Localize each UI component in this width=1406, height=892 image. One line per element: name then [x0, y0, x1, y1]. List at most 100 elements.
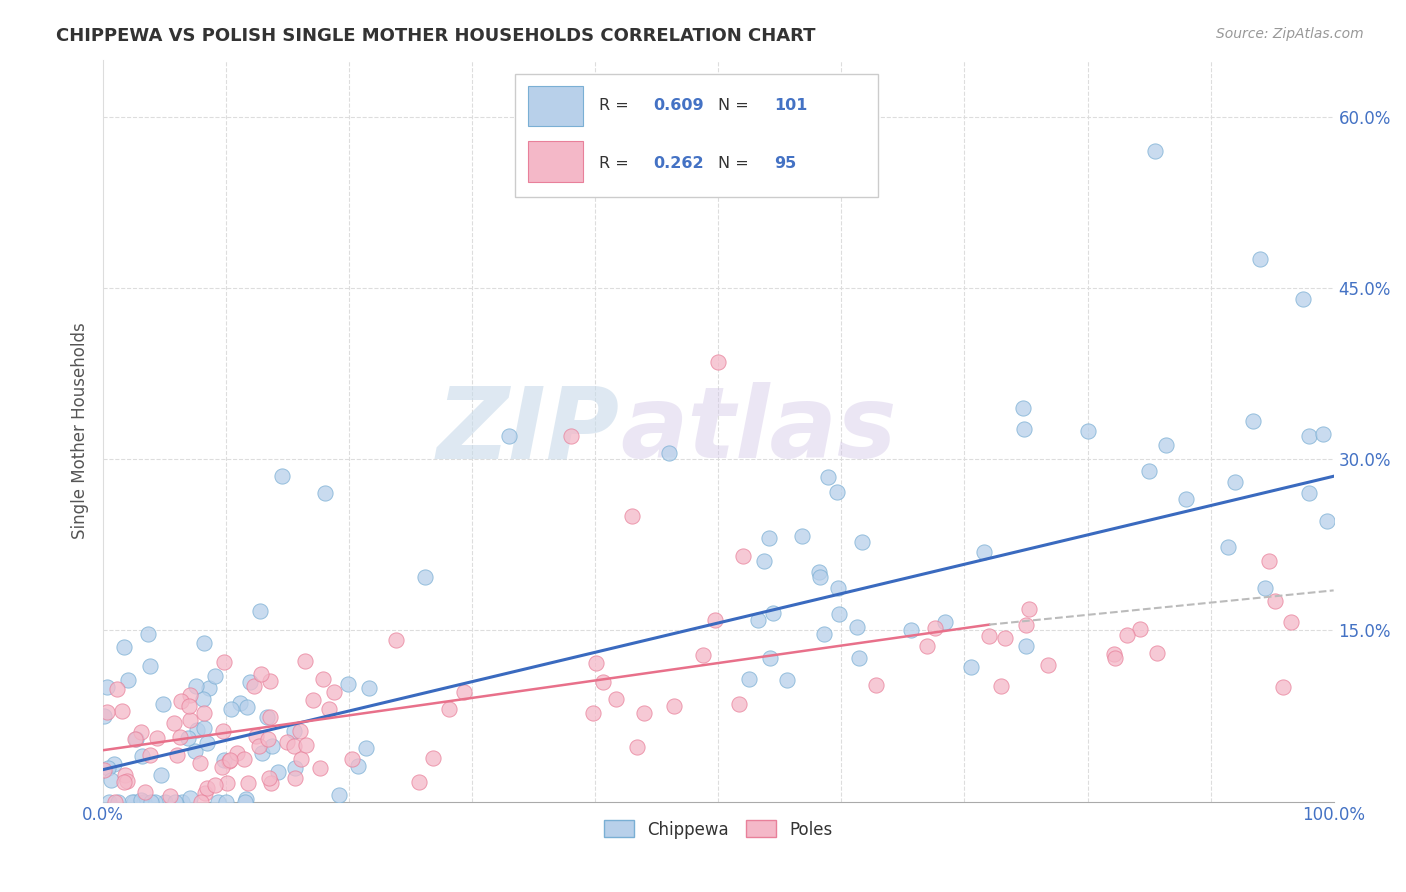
Point: [104, 795, 127, 809]
Point: [256, 709, 278, 723]
Point: [413, 569, 436, 583]
Point: [247, 739, 270, 753]
Point: [776, 673, 799, 688]
Point: [422, 751, 444, 765]
Point: [211, 760, 233, 774]
FancyBboxPatch shape: [516, 74, 879, 197]
Point: [184, 679, 207, 693]
Text: N =: N =: [718, 98, 754, 113]
Point: [312, 672, 335, 686]
Point: [93, 763, 115, 777]
Point: [309, 761, 332, 775]
Text: ZIP: ZIP: [437, 382, 620, 479]
Point: [172, 795, 194, 809]
Point: [229, 696, 252, 710]
Point: [658, 446, 681, 460]
Point: [96, 706, 118, 720]
Point: [159, 789, 181, 803]
Point: [245, 729, 267, 743]
Point: [214, 655, 236, 669]
Point: [232, 751, 254, 765]
Point: [323, 685, 346, 699]
Point: [865, 678, 887, 692]
Point: [193, 721, 215, 735]
Text: 101: 101: [773, 98, 807, 113]
Point: [256, 731, 278, 746]
Point: [139, 795, 162, 809]
Point: [1298, 486, 1320, 500]
Point: [236, 700, 259, 714]
Point: [990, 679, 1012, 693]
Point: [235, 792, 257, 806]
Point: [193, 636, 215, 650]
Point: [1015, 639, 1038, 653]
Point: [560, 429, 582, 443]
Point: [808, 570, 831, 584]
Point: [1015, 617, 1038, 632]
Point: [204, 669, 226, 683]
Legend: Chippewa, Poles: Chippewa, Poles: [598, 814, 839, 846]
Text: 0.609: 0.609: [654, 98, 704, 113]
Point: [1116, 628, 1139, 642]
Point: [218, 752, 240, 766]
Point: [218, 754, 240, 768]
Point: [152, 697, 174, 711]
Point: [283, 723, 305, 738]
Point: [301, 693, 323, 707]
Point: [195, 736, 218, 750]
Point: [188, 756, 211, 770]
Point: [758, 531, 780, 545]
Point: [138, 747, 160, 762]
Point: [1316, 514, 1339, 528]
Point: [204, 778, 226, 792]
Point: [1175, 492, 1198, 507]
Point: [790, 529, 813, 543]
Point: [146, 731, 169, 745]
Point: [1292, 293, 1315, 307]
Point: [354, 741, 377, 756]
Point: [1018, 602, 1040, 616]
Point: [169, 694, 191, 708]
Point: [139, 659, 162, 673]
Point: [408, 774, 430, 789]
Point: [295, 739, 318, 753]
Point: [1279, 615, 1302, 629]
Point: [347, 758, 370, 772]
Point: [728, 697, 751, 711]
Point: [813, 626, 835, 640]
FancyBboxPatch shape: [527, 86, 583, 127]
Point: [1225, 475, 1247, 489]
Point: [143, 795, 166, 809]
Point: [153, 795, 176, 809]
Point: [198, 681, 221, 695]
Point: [177, 731, 200, 746]
Text: atlas: atlas: [620, 382, 897, 479]
Point: [1298, 429, 1320, 443]
Point: [582, 706, 605, 720]
Point: [260, 776, 283, 790]
Point: [107, 795, 129, 809]
Text: Source: ZipAtlas.com: Source: ZipAtlas.com: [1216, 27, 1364, 41]
Point: [817, 470, 839, 484]
Point: [163, 716, 186, 731]
Point: [125, 732, 148, 747]
Point: [112, 640, 135, 654]
Point: [107, 681, 129, 696]
Point: [96, 680, 118, 694]
Point: [236, 775, 259, 789]
Point: [165, 795, 187, 809]
Point: [194, 786, 217, 800]
Point: [284, 761, 307, 775]
Point: [195, 780, 218, 795]
Point: [179, 791, 201, 805]
Point: [731, 549, 754, 563]
Y-axis label: Single Mother Households: Single Mother Households: [72, 322, 89, 539]
Point: [1241, 414, 1264, 428]
Point: [960, 659, 983, 673]
Text: 0.262: 0.262: [654, 156, 704, 171]
Point: [1137, 464, 1160, 478]
Point: [1144, 144, 1167, 158]
Point: [288, 724, 311, 739]
Point: [193, 692, 215, 706]
Point: [662, 698, 685, 713]
